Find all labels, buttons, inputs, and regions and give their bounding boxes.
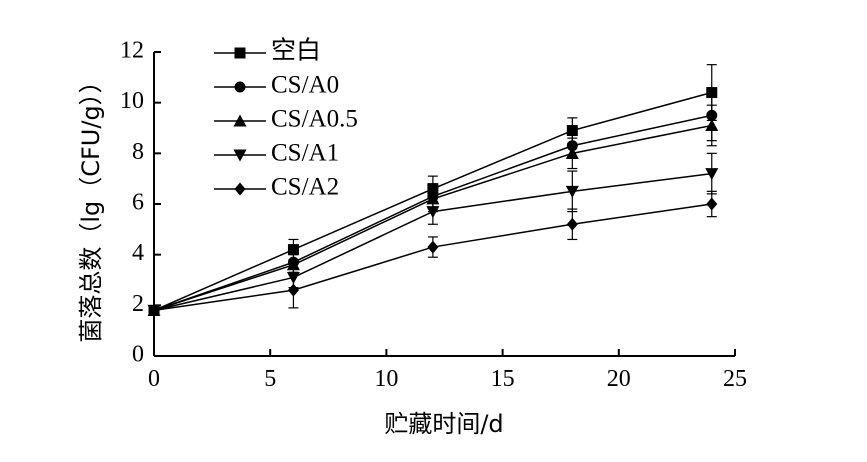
- legend-marker-triangle-up: [233, 114, 247, 127]
- legend-item: CS/A2: [214, 174, 339, 201]
- data-point-diamond: [427, 240, 439, 254]
- data-point-diamond: [148, 303, 160, 317]
- legend-label: CS/A2: [271, 174, 339, 201]
- legend: 空白 CS/A0 CS/A0.5 CS/A1 CS/A2: [214, 37, 358, 201]
- legend-label: CS/A0.5: [271, 106, 358, 133]
- legend-label: CS/A0: [271, 72, 339, 99]
- data-point-triangle-down: [426, 206, 440, 219]
- data-point-diamond: [566, 217, 578, 231]
- data-point-triangle-down: [705, 168, 719, 181]
- axes: 0 2 4 6 8 10 12 0 5 10 15 20 25: [120, 38, 747, 393]
- data-point-diamond: [706, 197, 718, 211]
- y-axis-title: 菌落总数（lg（CFU/g））: [77, 69, 105, 342]
- x-tick-label: 5: [264, 366, 276, 392]
- data-point-triangle-down: [565, 185, 579, 198]
- data-point-square: [566, 125, 578, 137]
- legend-marker-circle: [234, 81, 246, 93]
- legend-item: CS/A0.5: [214, 106, 358, 133]
- x-tick-label: 0: [148, 366, 160, 392]
- y-tick-label: 0: [132, 342, 144, 368]
- data-point-triangle-up: [565, 146, 579, 159]
- x-tick-label: 10: [374, 366, 398, 392]
- y-tick-label: 6: [132, 190, 144, 216]
- y-tick-label: 10: [120, 88, 144, 114]
- x-tick-label: 15: [491, 366, 515, 392]
- legend-marker-triangle-down: [233, 149, 247, 162]
- legend-item: 空白: [214, 37, 321, 65]
- legend-label: 空白: [271, 37, 321, 65]
- legend-item: CS/A0: [214, 72, 339, 99]
- x-tick-label: 25: [723, 366, 747, 392]
- y-tick-label: 4: [132, 240, 144, 266]
- legend-item: CS/A1: [214, 140, 339, 167]
- x-axis-title: 贮藏时间/d: [384, 410, 503, 438]
- legend-marker-diamond: [234, 182, 246, 196]
- legend-label: CS/A1: [271, 140, 339, 167]
- x-tick-label: 20: [607, 366, 631, 392]
- legend-marker-square: [234, 47, 246, 59]
- series-layer: [147, 64, 719, 317]
- y-tick-label: 12: [120, 38, 144, 64]
- data-point-square: [287, 244, 299, 256]
- data-point-triangle-up: [705, 118, 719, 131]
- y-tick-label: 8: [132, 139, 144, 165]
- series-4: [148, 190, 718, 317]
- y-tick-label: 2: [132, 291, 144, 317]
- data-point-diamond: [287, 283, 299, 297]
